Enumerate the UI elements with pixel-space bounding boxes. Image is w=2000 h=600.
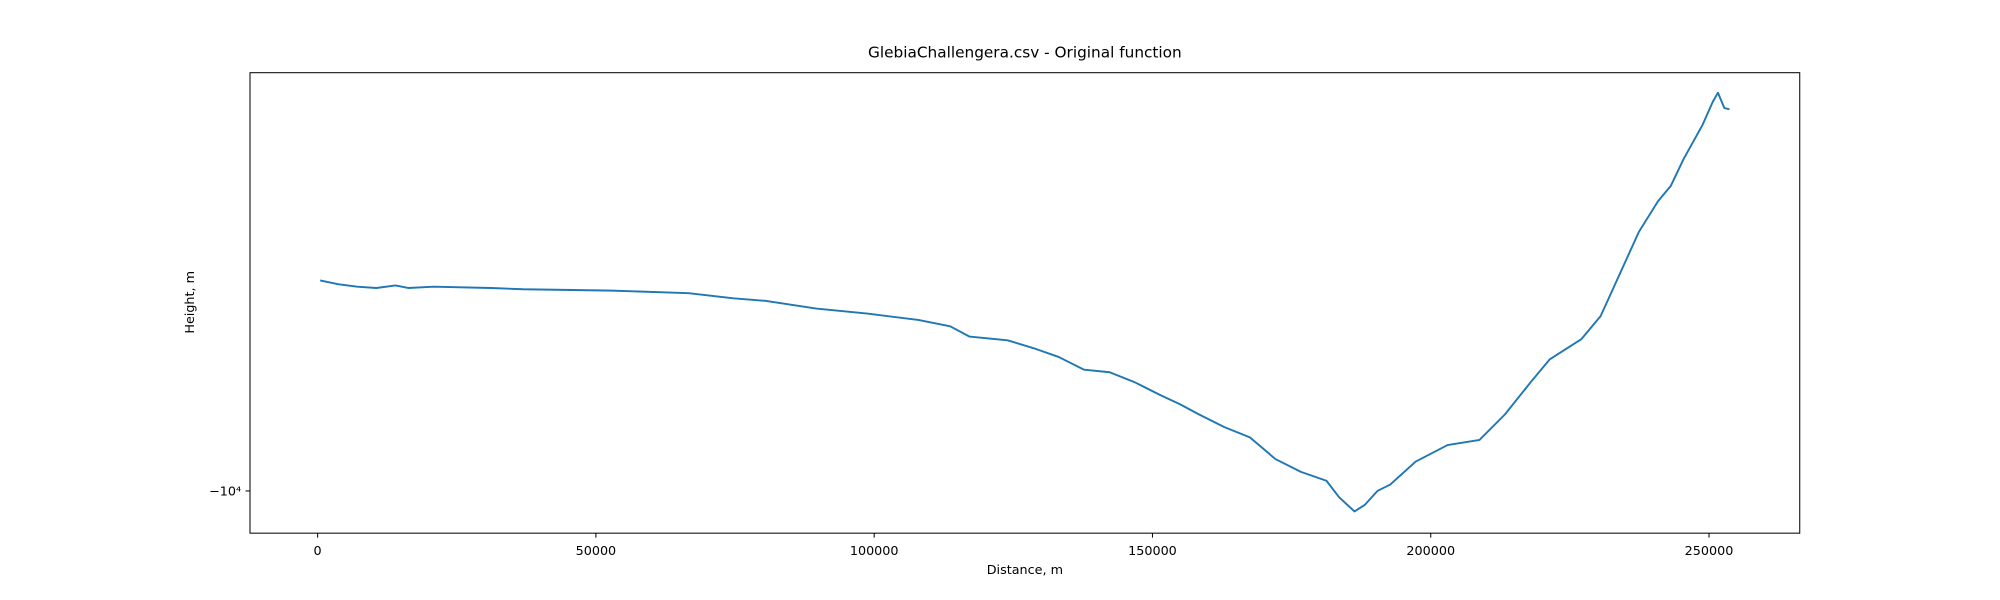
x-tick-label: 0 (314, 544, 322, 559)
y-axis-label: Height, m (183, 271, 198, 334)
chart-title: GlebiaChallengera.csv - Original functio… (868, 43, 1182, 61)
data-line (319, 91, 1730, 513)
plot-frame (249, 72, 1801, 534)
y-tick-label: −10⁴ (209, 484, 241, 499)
x-tick-label: 250000 (1685, 544, 1734, 559)
x-axis-label: Distance, m (987, 563, 1063, 578)
x-tick-label: 50000 (576, 544, 617, 559)
x-tick-label: 150000 (1128, 544, 1177, 559)
x-tick-label: 200000 (1406, 544, 1455, 559)
x-tick-label: 100000 (850, 544, 899, 559)
